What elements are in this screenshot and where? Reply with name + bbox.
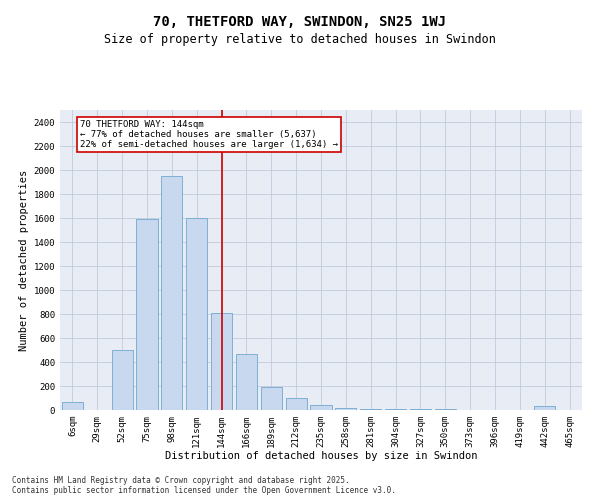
Bar bbox=[286, 398, 307, 410]
Text: Size of property relative to detached houses in Swindon: Size of property relative to detached ho… bbox=[104, 32, 496, 46]
Bar bbox=[310, 405, 332, 410]
Bar bbox=[335, 408, 356, 410]
Text: 70, THETFORD WAY, SWINDON, SN25 1WJ: 70, THETFORD WAY, SWINDON, SN25 1WJ bbox=[154, 15, 446, 29]
Text: Contains HM Land Registry data © Crown copyright and database right 2025.
Contai: Contains HM Land Registry data © Crown c… bbox=[12, 476, 396, 495]
Bar bbox=[211, 313, 232, 410]
Bar bbox=[186, 218, 207, 410]
Bar bbox=[236, 354, 257, 410]
Bar bbox=[112, 350, 133, 410]
Y-axis label: Number of detached properties: Number of detached properties bbox=[19, 170, 29, 350]
Bar bbox=[360, 409, 381, 410]
X-axis label: Distribution of detached houses by size in Swindon: Distribution of detached houses by size … bbox=[165, 452, 477, 462]
Text: 70 THETFORD WAY: 144sqm
← 77% of detached houses are smaller (5,637)
22% of semi: 70 THETFORD WAY: 144sqm ← 77% of detache… bbox=[80, 120, 338, 150]
Bar bbox=[136, 219, 158, 410]
Bar bbox=[261, 386, 282, 410]
Bar bbox=[534, 406, 555, 410]
Bar bbox=[62, 402, 83, 410]
Bar bbox=[161, 176, 182, 410]
